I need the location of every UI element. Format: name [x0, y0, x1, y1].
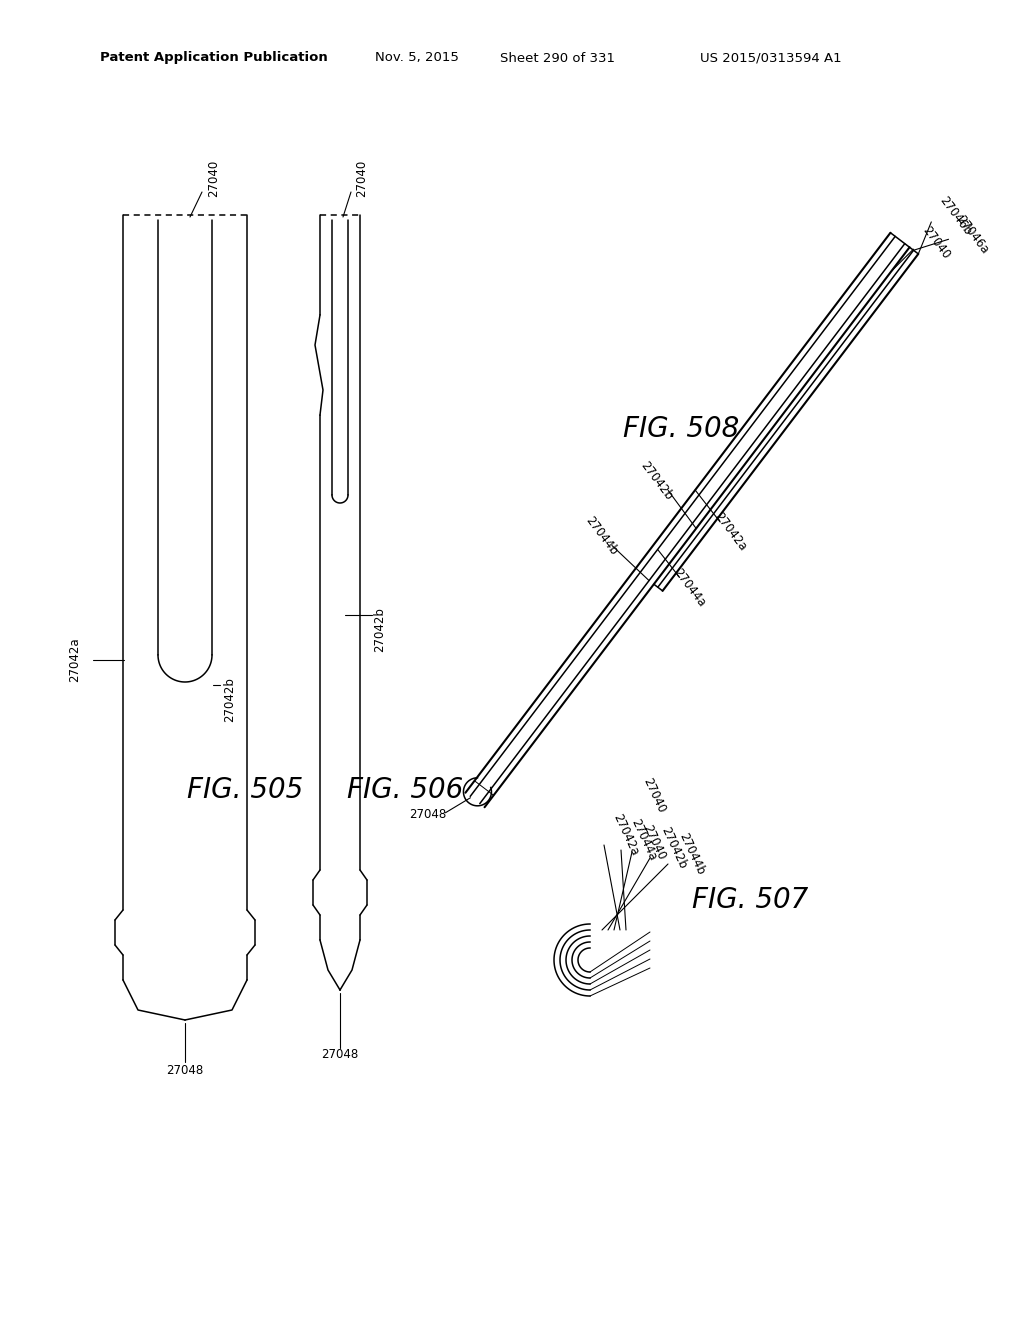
Text: 27042a: 27042a — [610, 812, 641, 858]
Text: FIG. 505: FIG. 505 — [186, 776, 303, 804]
Text: Patent Application Publication: Patent Application Publication — [100, 51, 328, 65]
Text: 27046b: 27046b — [936, 194, 974, 238]
Text: 27048: 27048 — [322, 1048, 358, 1061]
Text: 27042b: 27042b — [374, 607, 386, 652]
Text: FIG. 508: FIG. 508 — [623, 416, 739, 444]
Text: 27046a: 27046a — [953, 213, 991, 256]
Text: 27044b: 27044b — [583, 513, 620, 557]
Text: 27040: 27040 — [640, 822, 668, 862]
Text: 27044a: 27044a — [628, 817, 658, 863]
Text: 27040: 27040 — [920, 224, 952, 261]
Text: 27042a: 27042a — [69, 638, 82, 682]
Text: FIG. 506: FIG. 506 — [347, 776, 463, 804]
Text: Sheet 290 of 331: Sheet 290 of 331 — [500, 51, 615, 65]
Text: 27042a: 27042a — [712, 511, 749, 554]
Text: 27044b: 27044b — [676, 830, 707, 876]
Text: Nov. 5, 2015: Nov. 5, 2015 — [375, 51, 459, 65]
Text: 27048: 27048 — [166, 1064, 204, 1077]
Text: 27040: 27040 — [207, 160, 220, 197]
Text: 27042b: 27042b — [223, 677, 237, 722]
Text: 27048: 27048 — [409, 808, 446, 821]
Text: 27042b: 27042b — [658, 825, 689, 871]
Text: 27042b: 27042b — [638, 458, 675, 503]
Text: 27040: 27040 — [355, 160, 368, 197]
Text: 27040: 27040 — [640, 775, 668, 814]
Text: FIG. 507: FIG. 507 — [692, 886, 808, 913]
Text: 27044a: 27044a — [671, 566, 709, 609]
Text: US 2015/0313594 A1: US 2015/0313594 A1 — [700, 51, 842, 65]
